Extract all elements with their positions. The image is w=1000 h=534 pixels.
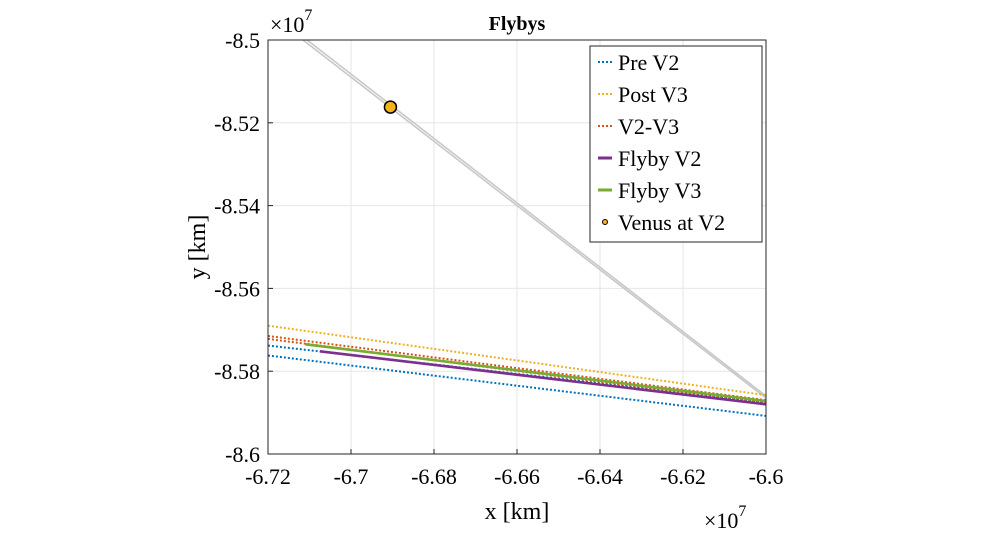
legend: Pre V2 Post V3 V2-V3 Flyby V2 Flyby V3 Venus … (589, 45, 763, 243)
y-axis-label: y [km] (185, 215, 211, 280)
y-exponent-base: ×10 (270, 12, 304, 37)
x-axis-label: x [km] (485, 499, 550, 525)
venus-orbit-line (301, 40, 766, 399)
series-line-flyby-v2 (319, 350, 766, 406)
y-tick-label: -8.56 (214, 276, 260, 301)
legend-label-flyby-v2: Flyby V2 (618, 146, 701, 171)
legend-label-venus-at-v2: Venus at V2 (618, 210, 725, 235)
legend-label-flyby-v3: Flyby V3 (618, 178, 701, 203)
x-tick-label: -6.72 (245, 464, 291, 489)
venus-orbit-line (305, 40, 766, 397)
legend-label-v2-v3: V2-V3 (618, 114, 679, 139)
chart-title: Flybys (489, 13, 546, 35)
x-tick-labels: -6.72 -6.7 -6.68 -6.66 -6.64 -6.62 -6.6 (245, 464, 783, 489)
y-tick-labels: -8.6 -8.58 -8.56 -8.54 -8.52 -8.5 (214, 28, 260, 467)
x-tick-label: -6.62 (660, 464, 706, 489)
legend-label-pre-v2: Pre V2 (618, 50, 679, 75)
x-tick-label: -6.6 (749, 464, 784, 489)
x-exponent-power: 7 (738, 503, 746, 520)
x-tick-label: -6.66 (494, 464, 540, 489)
venus-orbit (301, 40, 766, 399)
series-line-pre-v2 (268, 344, 766, 404)
x-tick-label: -6.64 (577, 464, 623, 489)
y-tick-label: -8.52 (214, 111, 260, 136)
y-tick-label: -8.5 (225, 28, 260, 53)
point-venus-at-v2 (383, 100, 398, 114)
series-group (268, 324, 766, 417)
series-line-flyby-v3 (305, 342, 766, 403)
x-exponent: ×107 (704, 503, 746, 533)
x-tick-label: -6.7 (334, 464, 369, 489)
y-tick-label: -8.58 (214, 359, 260, 384)
legend-swatch-venus-at-v2 (602, 219, 608, 225)
legend-box (589, 45, 763, 243)
points-group (383, 100, 398, 114)
y-tick-label: -8.6 (225, 442, 260, 467)
y-tick-label: -8.54 (214, 194, 260, 219)
y-exponent-power: 7 (304, 7, 312, 24)
plot-frame (267, 39, 767, 455)
x-exponent-base: ×10 (704, 508, 738, 533)
legend-label-post-v3: Post V3 (618, 82, 688, 107)
y-exponent: ×107 (270, 7, 312, 37)
x-tick-label: -6.68 (411, 464, 457, 489)
